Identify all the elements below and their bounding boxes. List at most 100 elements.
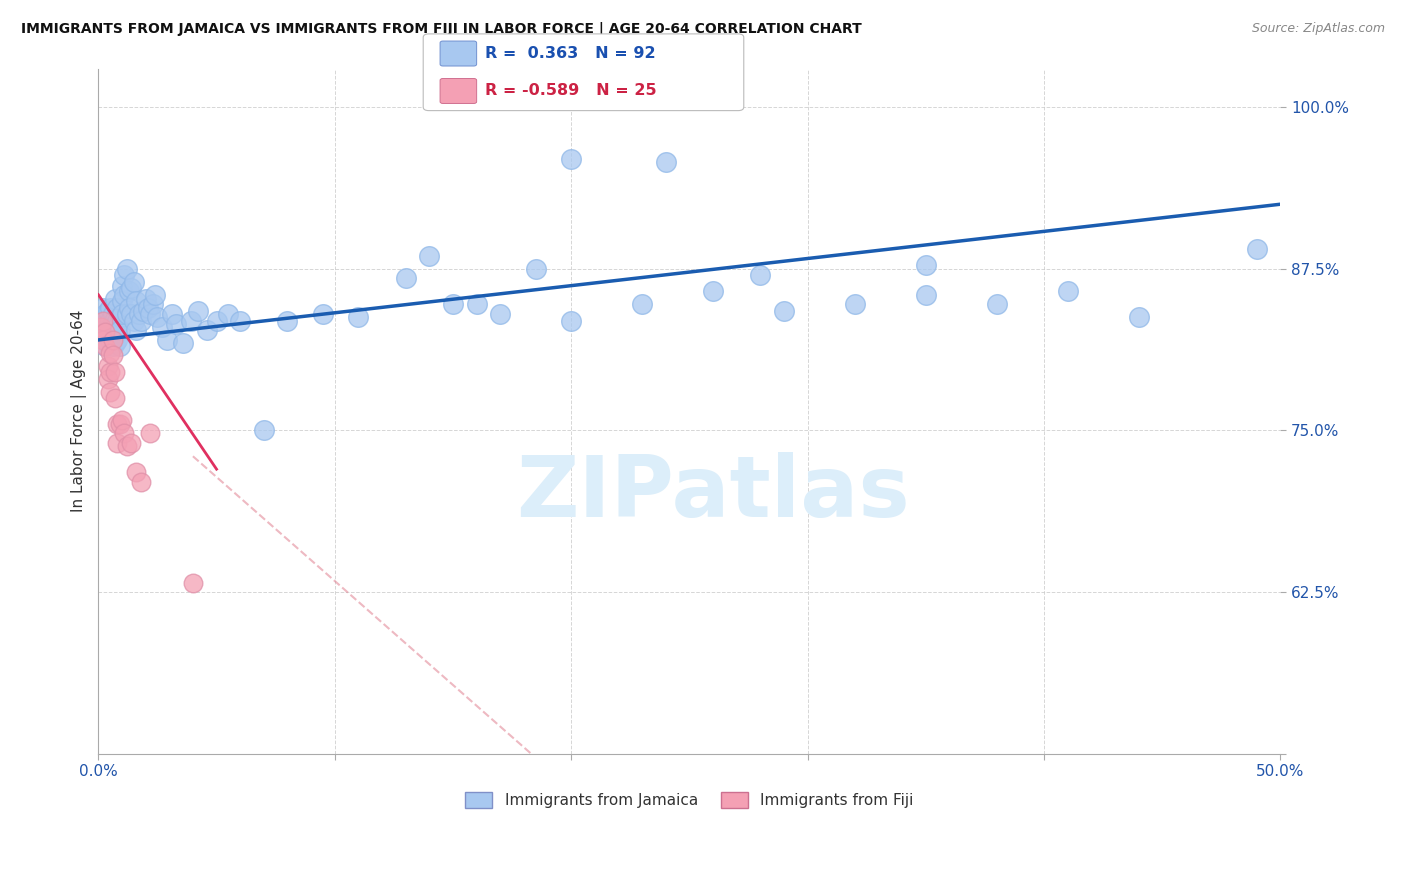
Point [1056,284,1078,298]
Point [104,292,127,306]
Point [101,318,124,332]
Point [560,152,582,166]
Point [108,417,131,431]
Point [631,297,654,311]
Point [125,465,148,479]
Point [105,313,128,327]
Point [139,425,162,440]
Point [312,307,335,321]
Point [128,307,150,321]
Point [489,307,512,321]
Point [180,313,202,327]
Point [1246,243,1268,257]
Point [104,365,127,379]
Point [94,339,117,353]
Point [98,384,121,399]
Text: R = -0.589   N = 25: R = -0.589 N = 25 [485,84,657,98]
Point [101,330,124,344]
Point [97,372,120,386]
Point [98,326,121,341]
Point [91,313,114,327]
Point [104,335,127,350]
Point [101,307,124,321]
Point [142,297,165,311]
Point [97,312,120,326]
Point [94,325,117,339]
Point [91,301,114,315]
Point [115,261,138,276]
Point [120,436,142,450]
Point [139,307,162,321]
Point [98,313,121,327]
Y-axis label: In Labor Force | Age 20-64: In Labor Force | Age 20-64 [72,310,87,512]
Point [347,310,370,324]
Point [195,322,218,336]
Point [104,312,127,326]
Point [98,301,121,315]
Point [108,322,131,336]
Point [160,307,183,321]
Point [217,307,239,321]
Point [441,297,464,311]
Point [172,335,194,350]
Legend: Immigrants from Jamaica, Immigrants from Fiji: Immigrants from Jamaica, Immigrants from… [458,786,920,814]
Point [136,301,159,315]
Point [94,330,117,344]
Point [524,261,547,276]
Point [702,284,724,298]
Point [94,307,117,321]
Point [986,297,1008,311]
Point [91,333,114,347]
Point [111,294,134,309]
Point [122,313,145,327]
Point [98,365,121,379]
Point [98,333,121,347]
Point [165,318,187,332]
Point [143,287,166,301]
Point [101,339,124,353]
Point [125,322,148,336]
Point [115,439,138,453]
Point [112,268,135,283]
Point [150,320,173,334]
Point [187,304,209,318]
Point [101,333,124,347]
Point [135,292,157,306]
Point [94,339,117,353]
Point [98,346,121,360]
Point [115,307,138,321]
Point [91,318,114,332]
Point [120,307,142,321]
Point [914,287,936,301]
Text: Source: ZipAtlas.com: Source: ZipAtlas.com [1251,22,1385,36]
Point [146,310,169,324]
Point [914,258,936,272]
Point [97,335,120,350]
Point [465,297,488,311]
Text: IMMIGRANTS FROM JAMAICA VS IMMIGRANTS FROM FIJI IN LABOR FORCE | AGE 20-64 CORRE: IMMIGRANTS FROM JAMAICA VS IMMIGRANTS FR… [21,22,862,37]
Point [122,275,145,289]
Point [108,310,131,324]
Point [111,278,134,293]
Point [104,322,127,336]
Point [181,575,204,590]
Point [104,391,127,405]
Point [112,287,135,301]
Point [120,281,142,295]
Point [112,425,135,440]
Point [276,313,298,327]
Point [98,320,121,334]
Point [118,301,141,315]
Point [749,268,772,283]
Point [418,249,440,263]
Point [105,326,128,341]
Point [129,313,152,327]
Point [844,297,866,311]
Point [105,436,128,450]
Point [90,310,112,324]
Point [118,284,141,298]
Point [90,320,112,334]
Point [156,333,179,347]
Point [253,424,276,438]
Point [395,271,418,285]
